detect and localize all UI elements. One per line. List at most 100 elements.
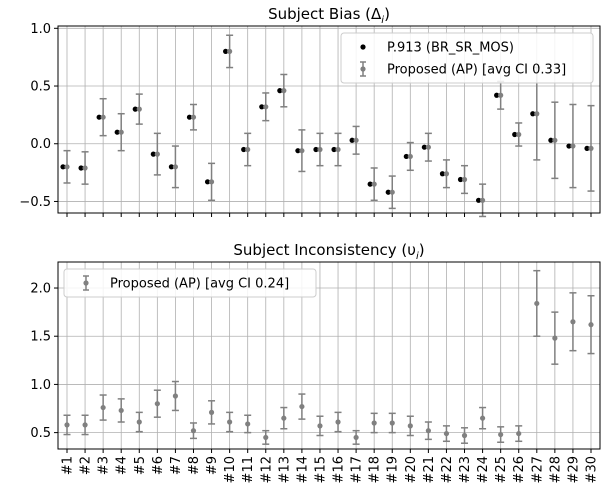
x-tick-label: #3 bbox=[97, 456, 112, 475]
data-point bbox=[154, 401, 160, 407]
x-tick-label: #24 bbox=[476, 456, 491, 483]
data-point bbox=[60, 164, 66, 170]
x-tick-label: #15 bbox=[313, 456, 328, 483]
legend-box bbox=[63, 268, 317, 298]
data-point bbox=[389, 420, 395, 426]
data-point bbox=[313, 146, 319, 153]
data-point bbox=[407, 153, 413, 160]
x-tick-label: #4 bbox=[115, 456, 130, 475]
data-point bbox=[281, 415, 287, 421]
legend: Proposed (AP) [avg CI 0.24] bbox=[63, 268, 317, 298]
data-point bbox=[223, 48, 229, 54]
data-point bbox=[353, 434, 359, 441]
data-point bbox=[277, 88, 283, 94]
data-point bbox=[245, 421, 251, 427]
x-tick-label: #16 bbox=[332, 456, 347, 483]
data-point bbox=[208, 409, 215, 415]
data-point bbox=[479, 415, 486, 421]
data-point bbox=[425, 144, 431, 150]
data-point bbox=[245, 146, 251, 153]
data-point bbox=[100, 114, 106, 120]
data-point bbox=[425, 428, 431, 434]
x-tick-label: #27 bbox=[530, 456, 545, 483]
x-tick-label: #22 bbox=[440, 456, 455, 483]
data-point bbox=[498, 92, 504, 98]
data-point bbox=[241, 146, 247, 153]
axes-frame bbox=[57, 261, 601, 450]
data-point bbox=[548, 137, 554, 143]
y-tick-label: −0.5 bbox=[19, 195, 51, 210]
data-point bbox=[407, 423, 413, 429]
data-point bbox=[403, 153, 409, 160]
panel-2: 0.51.01.52.0#1 #2 #3 #4 #5 #6 #7 #8 #9 #10 #11 #12 #… bbox=[30, 241, 601, 483]
data-point bbox=[494, 92, 500, 98]
data-point bbox=[64, 164, 70, 170]
x-tick-label: #20 bbox=[404, 456, 419, 483]
data-point bbox=[516, 131, 522, 138]
data-point bbox=[389, 189, 395, 195]
data-point bbox=[78, 165, 84, 171]
x-tick-label: #8 bbox=[187, 456, 202, 475]
data-point bbox=[118, 129, 124, 135]
data-point bbox=[335, 419, 341, 425]
data-point bbox=[552, 137, 558, 143]
x-tick-label: #26 bbox=[512, 456, 527, 483]
data-point bbox=[299, 403, 305, 410]
data-point bbox=[317, 146, 323, 153]
data-point bbox=[443, 171, 450, 177]
data-point bbox=[82, 422, 88, 428]
data-point bbox=[584, 145, 590, 151]
legend-marker bbox=[360, 66, 366, 72]
data-point bbox=[498, 431, 504, 438]
legend-label: P.913 (BR_SR_MOS) bbox=[387, 41, 514, 56]
x-tick-label: #6 bbox=[151, 456, 166, 475]
data-point bbox=[114, 129, 120, 135]
x-tick-label: #28 bbox=[548, 456, 563, 483]
x-tick-label: #14 bbox=[295, 456, 310, 483]
data-point bbox=[461, 432, 468, 439]
data-point bbox=[263, 434, 269, 441]
data-point bbox=[208, 179, 215, 185]
legend-marker bbox=[360, 44, 366, 50]
x-tick-label: #30 bbox=[585, 456, 600, 483]
data-point bbox=[349, 137, 355, 143]
x-tick-label: #13 bbox=[277, 456, 292, 483]
data-point bbox=[168, 164, 175, 170]
legend-box bbox=[340, 32, 594, 84]
data-point bbox=[461, 176, 468, 183]
x-tick-label: #5 bbox=[133, 456, 148, 475]
chart-title: Subject Bias (Δi) bbox=[268, 5, 390, 26]
x-tick-label: #9 bbox=[205, 456, 220, 475]
data-point bbox=[534, 300, 540, 307]
data-point bbox=[136, 106, 142, 112]
data-point bbox=[295, 148, 301, 154]
y-tick-label: 1.5 bbox=[30, 330, 51, 345]
data-point bbox=[118, 407, 124, 414]
legend-label: Proposed (AP) [avg CI 0.24] bbox=[110, 277, 289, 292]
data-point bbox=[457, 176, 464, 183]
data-point bbox=[367, 181, 373, 187]
x-tick-label: #2 bbox=[79, 456, 94, 475]
y-tick-label: 0.5 bbox=[30, 80, 51, 95]
data-point bbox=[100, 404, 106, 411]
data-point bbox=[335, 146, 341, 153]
data-point bbox=[353, 137, 359, 143]
data-point bbox=[82, 165, 88, 171]
data-point bbox=[479, 197, 486, 203]
data-point bbox=[534, 111, 540, 117]
x-tick-label: #21 bbox=[422, 456, 437, 483]
data-point bbox=[259, 104, 265, 110]
data-point bbox=[227, 419, 233, 425]
data-point bbox=[439, 171, 446, 177]
y-tick-label: 0.5 bbox=[30, 426, 51, 441]
x-tick-label: #1 bbox=[61, 456, 76, 475]
data-point bbox=[190, 114, 197, 120]
data-point bbox=[421, 144, 427, 150]
data-point bbox=[570, 143, 576, 149]
data-point bbox=[132, 106, 138, 112]
y-tick-label: 0.0 bbox=[30, 137, 51, 152]
x-tick-label: #19 bbox=[386, 456, 401, 483]
data-point bbox=[512, 131, 518, 138]
data-point bbox=[136, 419, 142, 425]
